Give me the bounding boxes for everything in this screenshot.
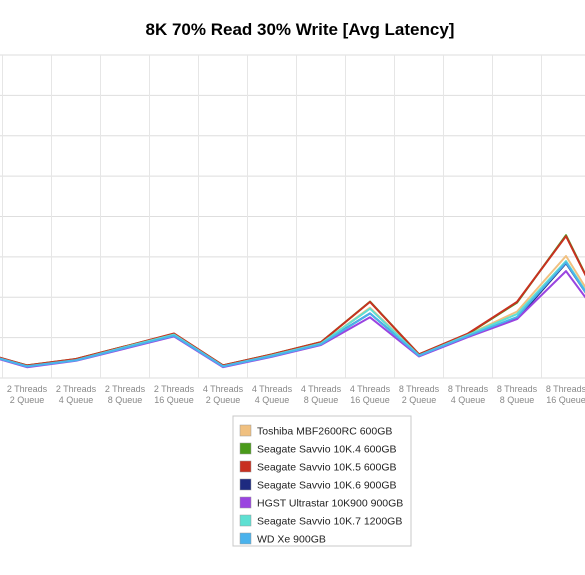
legend: Toshiba MBF2600RC 600GB Seagate Savvio 10… xyxy=(232,415,412,547)
x-tick-label: 8 Threads 8 Queue xyxy=(497,384,538,405)
x-tick-label: 4 Threads 2 Queue xyxy=(203,384,244,405)
legend-swatch xyxy=(239,532,252,545)
x-tick-label: 8 Threads 16 Queue xyxy=(546,384,585,405)
x-tick-label: 2 Threads 2 Queue xyxy=(7,384,48,405)
x-tick-label: 2 Threads 16 Queue xyxy=(154,384,195,405)
series-line xyxy=(0,235,585,367)
series-lines xyxy=(0,234,585,369)
legend-item: Seagate Savvio 10K.7 1200GB xyxy=(257,516,402,528)
legend-swatch xyxy=(239,478,252,491)
legend-box xyxy=(232,415,412,547)
legend-swatch xyxy=(239,442,252,455)
x-tick-label: 4 Threads 8 Queue xyxy=(301,384,342,405)
legend-item: Toshiba MBF2600RC 600GB xyxy=(257,426,392,438)
legend-swatch xyxy=(239,514,252,527)
x-tick-label: 4 Threads 4 Queue xyxy=(252,384,293,405)
legend-item: WD Xe 900GB xyxy=(257,534,326,546)
x-tick-label: 8 Threads 4 Queue xyxy=(448,384,489,405)
series-line xyxy=(0,261,585,368)
x-tick-label: 8 Threads 2 Queue xyxy=(399,384,440,405)
legend-item: HGST Ultrastar 10K900 900GB xyxy=(257,498,403,510)
x-tick-label: 4 Threads 16 Queue xyxy=(350,384,391,405)
x-tick-label: 2 Threads 8 Queue xyxy=(105,384,146,405)
series-line xyxy=(0,270,585,369)
legend-item: Seagate Savvio 10K.6 900GB xyxy=(257,480,397,492)
legend-swatch xyxy=(239,496,252,509)
legend-item: Seagate Savvio 10K.5 600GB xyxy=(257,462,397,474)
x-tick-label: 2 Threads 4 Queue xyxy=(56,384,97,405)
legend-swatch xyxy=(239,460,252,473)
legend-item: Seagate Savvio 10K.4 600GB xyxy=(257,444,397,456)
series-line xyxy=(0,234,585,367)
chart-title: 8K 70% Read 30% Write [Avg Latency] xyxy=(146,20,455,39)
grid xyxy=(0,54,585,379)
legend-swatch xyxy=(239,424,252,437)
